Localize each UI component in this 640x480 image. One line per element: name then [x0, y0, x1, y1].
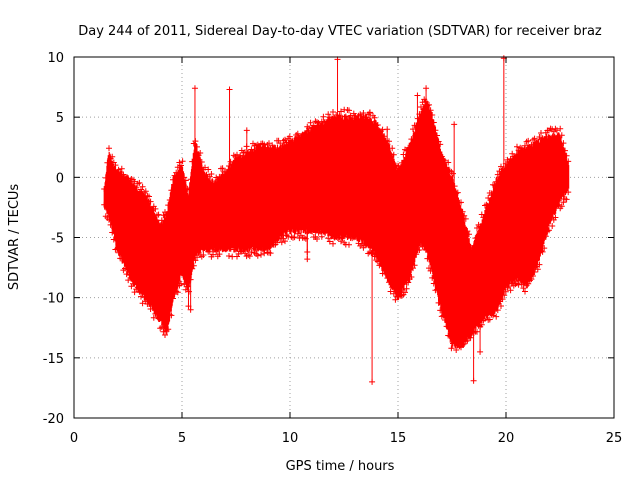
outlier-point [500, 55, 507, 169]
data-points [101, 55, 572, 385]
outlier-point [477, 321, 484, 355]
y-tick-labels: -20 -15 -10 -5 0 5 10 [43, 51, 64, 427]
data-edge-markers [101, 96, 572, 353]
x-tick-label: 5 [178, 431, 186, 446]
outlier-point [470, 330, 477, 384]
outlier-point [384, 126, 391, 142]
outlier-point [366, 109, 373, 120]
outlier-point [191, 85, 198, 142]
outlier-point [304, 123, 311, 132]
outlier-point [243, 127, 250, 154]
outlier-point [451, 121, 458, 185]
outlier-point [187, 279, 194, 313]
y-tick-label: 5 [56, 111, 64, 126]
y-tick-label: -15 [43, 352, 64, 367]
x-axis-label: GPS time / hours [286, 459, 395, 474]
x-tick-label: 25 [606, 431, 623, 446]
outlier-point [369, 250, 376, 385]
y-axis-label: SDTVAR / TECUs [7, 184, 22, 291]
y-tick-label: -5 [51, 232, 64, 247]
x-tick-label: 10 [282, 431, 299, 446]
outlier-point [414, 92, 421, 124]
x-tick-label: 15 [390, 431, 407, 446]
x-tick-labels: 0 5 10 15 20 25 [70, 431, 622, 446]
data-cloud [103, 97, 570, 349]
y-tick-label: 10 [47, 51, 64, 66]
y-tick-label: -20 [43, 412, 64, 427]
x-tick-label: 20 [498, 431, 515, 446]
y-tick-label: 0 [56, 171, 64, 186]
outlier-point [226, 86, 233, 167]
outlier-point [334, 56, 341, 118]
y-tick-label: -10 [43, 292, 64, 307]
outlier-point [319, 123, 326, 135]
outlier-point [304, 231, 311, 255]
axis-ticks [73, 56, 615, 419]
chart-title: Day 244 of 2011, Sidereal Day-to-day VTE… [78, 24, 602, 39]
outlier-point [423, 85, 430, 100]
x-tick-label: 0 [70, 431, 78, 446]
